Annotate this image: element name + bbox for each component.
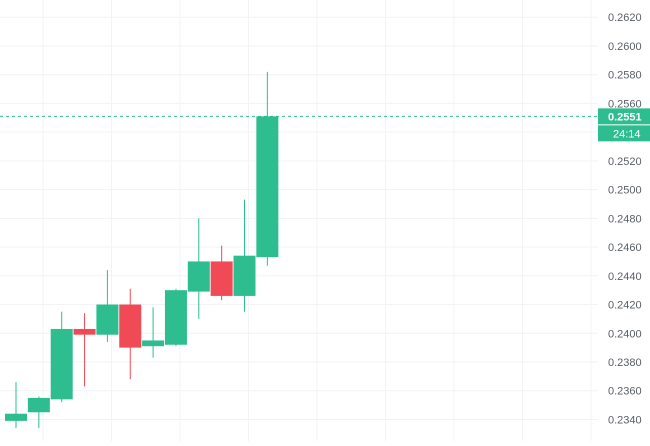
candle-body-up[interactable] bbox=[96, 304, 119, 335]
candle-body-up[interactable] bbox=[233, 255, 256, 296]
countdown-badge bbox=[598, 125, 650, 142]
y-tick-label: 0.2580 bbox=[608, 70, 642, 82]
y-tick-label: 0.2500 bbox=[608, 185, 642, 197]
y-tick-label: 0.2360 bbox=[608, 386, 642, 398]
current-price-label: 0.2551 bbox=[608, 111, 642, 123]
y-tick-label: 0.2620 bbox=[608, 12, 642, 24]
candle-body-up[interactable] bbox=[50, 328, 73, 400]
candle-body-down[interactable] bbox=[73, 328, 96, 335]
y-tick-label: 0.2340 bbox=[608, 414, 642, 426]
y-tick-label: 0.2380 bbox=[608, 357, 642, 369]
candle-body-up[interactable] bbox=[142, 340, 165, 347]
candle-body-up[interactable] bbox=[187, 261, 210, 292]
y-tick-label: 0.2420 bbox=[608, 300, 642, 312]
candle-body-down[interactable] bbox=[210, 261, 233, 296]
y-tick-label: 0.2440 bbox=[608, 271, 642, 283]
y-tick-label: 0.2480 bbox=[608, 213, 642, 225]
candle-body-up[interactable] bbox=[256, 116, 279, 258]
candle-body-down[interactable] bbox=[119, 304, 142, 348]
y-tick-label: 0.2600 bbox=[608, 41, 642, 53]
countdown-label: 24:14 bbox=[613, 128, 641, 140]
y-tick-label: 0.2460 bbox=[608, 242, 642, 254]
y-tick-label: 0.2560 bbox=[608, 98, 642, 110]
candle-body-up[interactable] bbox=[27, 397, 50, 413]
y-tick-label: 0.2400 bbox=[608, 328, 642, 340]
y-tick-label: 0.2520 bbox=[608, 156, 642, 168]
candle-body-up[interactable] bbox=[5, 413, 27, 421]
candle-body-up[interactable] bbox=[164, 290, 187, 345]
current-price-badge bbox=[598, 108, 650, 125]
